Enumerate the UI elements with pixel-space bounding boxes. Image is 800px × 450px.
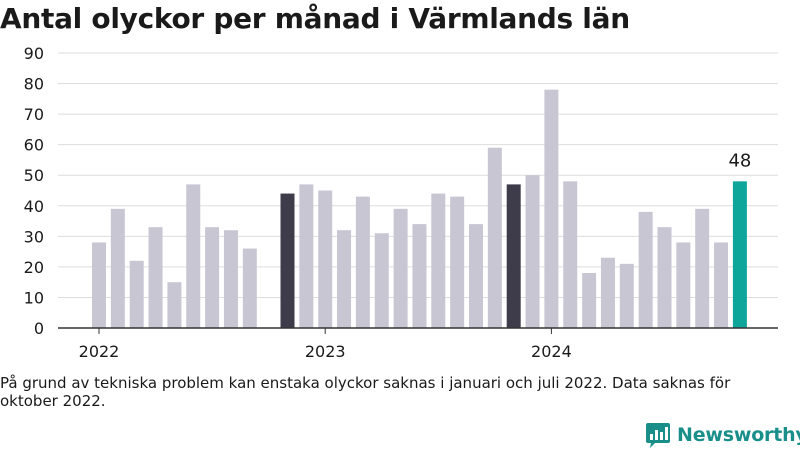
bar-2023-07: [431, 193, 446, 328]
bar-2022-01: [92, 242, 106, 328]
bar-2024-07: [657, 227, 672, 328]
bar-2024-09: [695, 208, 710, 328]
brand-name: Newsworthy: [677, 424, 800, 446]
bar-2023-04: [374, 233, 389, 328]
y-tick-label: 20: [24, 258, 44, 277]
bar-2023-12: [525, 175, 540, 328]
y-tick-label: 10: [24, 288, 44, 307]
newsworthy-logo-icon: [646, 423, 670, 448]
bar-2022-02: [110, 208, 125, 328]
bar-2023-05: [393, 208, 408, 328]
y-tick-label: 80: [24, 75, 44, 94]
bar-2022-11: [280, 193, 295, 328]
bar-2022-05: [167, 282, 182, 328]
bar-2023-10: [487, 147, 502, 328]
bar-2022-09: [242, 248, 257, 328]
bar-2024-01: [544, 89, 559, 329]
bar-2022-03: [129, 260, 144, 328]
bar-chart: 0 10 20 30 40 50 60 70 80 90 2022 2023 2024 48: [24, 44, 778, 361]
bar-2024-05: [619, 263, 634, 328]
bar-2023-02: [337, 230, 352, 328]
bar-2024-08: [676, 242, 691, 328]
y-tick-label: 0: [34, 319, 44, 338]
x-tick-label: 2023: [305, 342, 346, 361]
bar-2024-10: [714, 242, 729, 328]
bar-2024-04: [600, 257, 615, 328]
x-tick-label: 2022: [79, 342, 120, 361]
bar-2024-03: [582, 273, 597, 328]
y-tick-label: 40: [24, 197, 44, 216]
bar-2023-06: [412, 224, 427, 328]
y-tick-label: 60: [24, 136, 44, 155]
bar-2023-03: [355, 196, 370, 328]
bar-2023-01: [318, 190, 333, 328]
y-tick-label: 50: [24, 166, 44, 185]
x-tick-label: 2024: [531, 342, 572, 361]
bar-2024-02: [563, 181, 578, 328]
y-tick-label: 30: [24, 227, 44, 246]
bar-2022-08: [223, 230, 238, 328]
bar-2022-07: [205, 227, 220, 328]
bar-2023-09: [469, 224, 483, 328]
bar-2024-11: [732, 181, 747, 328]
y-tick-label: 90: [24, 44, 44, 63]
brand-logo: Newsworthy: [645, 420, 800, 450]
bar-2023-11: [506, 184, 521, 328]
bar-2023-08: [450, 196, 465, 328]
bar-2024-06: [638, 211, 653, 328]
y-tick-label: 70: [24, 105, 44, 124]
bar-2022-04: [148, 227, 163, 328]
data-label: 48: [728, 150, 751, 171]
bar-2022-06: [186, 184, 201, 328]
footnote: På grund av tekniska problem kan enstaka…: [0, 374, 731, 410]
bar-2022-12: [299, 184, 314, 328]
chart-title: Antal olyckor per månad i Värmlands län: [0, 2, 630, 35]
